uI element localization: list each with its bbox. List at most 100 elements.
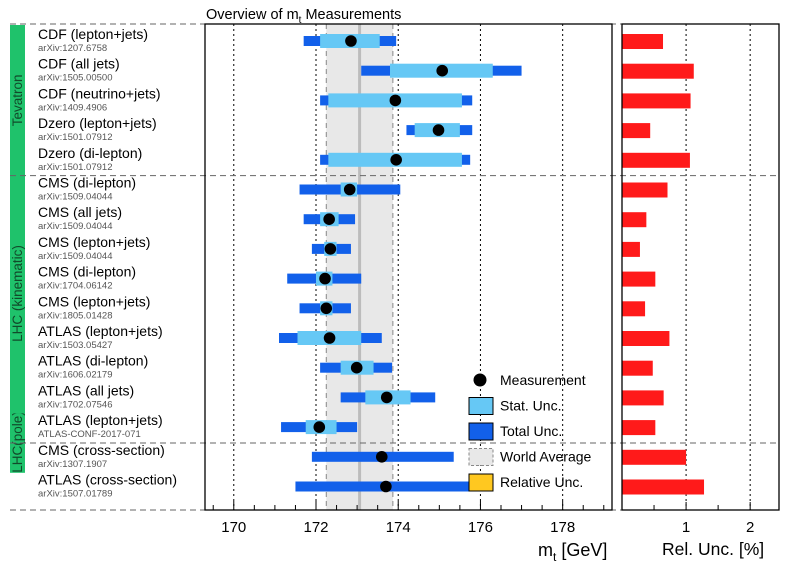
main-frame: [204, 23, 613, 511]
measurement-marker-13: [313, 421, 326, 433]
measurement-ref-7: arXiv:1509.04044: [38, 251, 112, 262]
legend-swatch-1: [468, 397, 494, 415]
measurement-name-9: CMS (lepton+jets): [38, 293, 150, 309]
measurement-ref-9: arXiv:1805.01428: [38, 310, 112, 321]
measurement-name-5: CMS (di-lepton): [38, 175, 136, 191]
measurement-ref-2: arXiv:1409.4906: [38, 102, 107, 113]
measurement-name-2: CDF (neutrino+jets): [38, 85, 161, 101]
measurement-name-13: ATLAS (lepton+jets): [38, 412, 163, 428]
measurement-name-11: ATLAS (di-lepton): [38, 353, 148, 369]
relative-unc-bar-2: [622, 93, 691, 109]
plot-frames: [204, 23, 780, 511]
relative-unc-bar-10: [622, 331, 670, 346]
x-axis-label: mt [GeV]: [538, 540, 607, 564]
relative-unc-bar-13: [622, 420, 656, 436]
relative-unc-bar-7: [622, 241, 640, 257]
legend-swatch-2: [468, 422, 494, 441]
measurement-bars: [279, 34, 522, 493]
measurement-marker-8: [319, 272, 331, 285]
measurement-ref-12: arXiv:1702.07546: [38, 399, 112, 410]
measurement-marker-10: [323, 332, 336, 344]
legend-label-3: World Average: [500, 449, 592, 465]
measurement-ref-10: arXiv:1503.05427: [38, 340, 112, 351]
measurement-ref-8: arXiv:1704.06142: [38, 281, 112, 292]
legend-label-0: Measurement: [500, 372, 586, 388]
rel-frame: [621, 23, 780, 511]
x-tick-label-172: 172: [303, 519, 328, 536]
measurement-labels: CDF (lepton+jets)arXiv:1207.6758 CDF (all…: [38, 26, 177, 500]
measurement-marker-12: [380, 391, 393, 404]
rel-tick-label-2: 2: [746, 519, 754, 536]
group-bar-2: [10, 173, 25, 414]
measurement-name-14: CMS (cross-section): [38, 442, 165, 458]
measurement-marker-6: [323, 213, 335, 225]
relative-unc-bar-1: [622, 63, 694, 79]
measurement-marker-14: [375, 451, 388, 463]
relative-uncertainty-bars: [622, 34, 705, 495]
measurement-ref-6: arXiv:1509.04044: [38, 221, 112, 232]
measurement-marker-3: [432, 124, 445, 136]
axis-ticks: 170 172 174 176 178 1 2: [212, 501, 754, 536]
group-bars: Tevatron LHC(pole) LHC (kinematic): [10, 25, 25, 473]
measurement-marker-7: [324, 243, 337, 255]
relative-unc-bar-5: [622, 182, 668, 198]
measurement-name-6: CMS (all jets): [38, 204, 122, 220]
relative-unc-bar-9: [622, 301, 646, 317]
group-bar-0: [10, 25, 25, 176]
relative-unc-bar-15: [622, 479, 705, 495]
group-label-0: Tevatron: [10, 75, 25, 127]
measurement-name-3: Dzero (lepton+jets): [38, 115, 157, 131]
measurement-name-7: CMS (lepton+jets): [38, 234, 150, 250]
relative-unc-bar-8: [622, 271, 656, 287]
relative-unc-bar-14: [622, 449, 687, 465]
relative-unc-bar-6: [622, 212, 647, 228]
measurement-name-12: ATLAS (all jets): [38, 382, 134, 398]
relative-unc-bar-3: [622, 123, 651, 139]
legend-swatch-measurement: [473, 373, 487, 387]
measurement-ref-5: arXiv:1509.04044: [38, 192, 112, 203]
legend-swatch-3: [468, 448, 494, 466]
x-tick-label-170: 170: [221, 519, 246, 536]
relative-unc-bar-0: [622, 34, 664, 49]
measurement-marker-4: [390, 154, 402, 166]
measurement-marker-5: [343, 183, 356, 196]
measurement-ref-3: arXiv:1501.07912: [38, 132, 112, 143]
x-tick-label-174: 174: [386, 519, 411, 536]
x-tick-label-178: 178: [550, 519, 575, 536]
measurement-marker-11: [350, 361, 363, 374]
group-label-2: LHC (kinematic): [10, 245, 25, 342]
rel-tick-label-1: 1: [682, 519, 690, 536]
measurement-name-10: ATLAS (lepton+jets): [38, 323, 163, 339]
chart-title: Overview of mt Measurements: [206, 7, 401, 26]
legend-label-1: Stat. Unc.: [500, 398, 561, 414]
measurement-ref-15: arXiv:1507.01789: [38, 489, 112, 500]
legend: Measurement Stat. Unc. Total Unc. World Ave…: [468, 372, 592, 492]
measurement-ref-1: arXiv:1505.00500: [38, 73, 112, 84]
relative-unc-bar-4: [622, 152, 690, 168]
measurement-ref-13: ATLAS-CONF-2017-071: [38, 429, 141, 440]
relative-unc-bar-12: [622, 390, 664, 406]
measurement-marker-1: [436, 64, 449, 77]
measurement-ref-0: arXiv:1207.6758: [38, 43, 107, 54]
measurement-name-8: CMS (di-lepton): [38, 264, 136, 280]
measurement-ref-4: arXiv:1501.07912: [38, 162, 112, 173]
measurement-marker-9: [320, 302, 333, 315]
measurement-name-15: ATLAS (cross-section): [38, 472, 177, 488]
relative-unc-bar-11: [622, 360, 653, 376]
legend-swatch-4: [468, 473, 494, 492]
measurement-name-0: CDF (lepton+jets): [38, 26, 148, 42]
measurement-marker-0: [345, 35, 357, 47]
group-label-1: LHC(pole): [10, 411, 25, 473]
measurement-marker-15: [380, 480, 392, 493]
measurement-ref-14: arXiv:1307.1907: [38, 459, 107, 470]
x-tick-label-176: 176: [468, 519, 493, 536]
measurement-marker-2: [389, 94, 402, 107]
measurement-ref-11: arXiv:1606.02179: [38, 370, 112, 381]
legend-label-2: Total Unc.: [500, 423, 562, 439]
legend-label-4: Relative Unc.: [500, 474, 583, 490]
measurement-name-1: CDF (all jets): [38, 56, 120, 72]
group-bar-1: [10, 411, 25, 473]
rel-axis-label: Rel. Unc. [%]: [662, 539, 764, 559]
measurement-name-4: Dzero (di-lepton): [38, 145, 142, 161]
